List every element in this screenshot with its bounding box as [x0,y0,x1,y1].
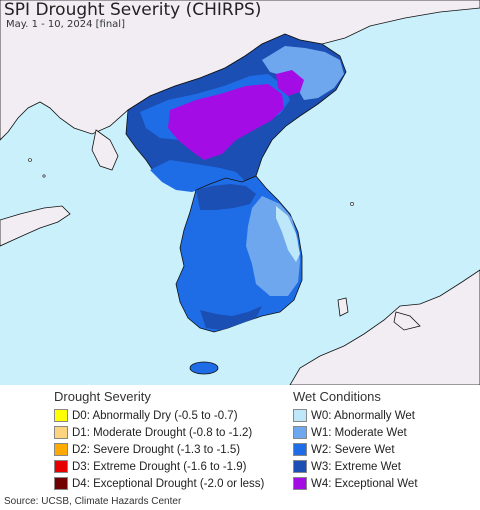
swatch-w4 [293,477,307,490]
legend-label-w2: W2: Severe Wet [311,443,395,456]
land-liaodong [91,129,119,171]
region-nk-exceptional [168,84,284,160]
map-canvas [0,0,480,386]
legend-wet: Wet Conditions W0: Abnormally Wet W1: Mo… [293,388,418,492]
swatch-w0 [293,409,307,422]
swatch-w3 [293,460,307,473]
legend: Drought Severity D0: Abnormally Dry (-0.… [0,388,480,492]
swatch-d0 [54,409,68,422]
legend-item-w0: W0: Abnormally Wet [293,407,418,424]
legend-item-w2: W2: Severe Wet [293,441,418,458]
region-sk-extreme [196,184,256,210]
island [28,158,32,162]
legend-label-d3: D3: Extreme Drought (-1.6 to -1.9) [72,460,247,473]
legend-label-w0: W0: Abnormally Wet [311,409,415,422]
region-nk-exceptional-east [276,70,304,96]
legend-label-d0: D0: Abnormally Dry (-0.5 to -0.7) [72,409,238,422]
swatch-w1 [293,426,307,439]
region-sk-abnormal [276,206,300,262]
region-jeju [189,361,219,375]
page-subtitle: May. 1 - 10, 2024 [final] [6,19,125,30]
swatch-d4 [54,477,68,490]
legend-item-w4: W4: Exceptional Wet [293,475,418,492]
legend-item-d4: D4: Exceptional Drought (-2.0 or less) [54,475,264,492]
legend-item-w3: W3: Extreme Wet [293,458,418,475]
legend-label-d2: D2: Severe Drought (-1.3 to -1.5) [72,443,241,456]
region-ne-moderate [262,46,344,100]
land-japan-west [393,311,421,331]
legend-item-d1: D1: Moderate Drought (-0.8 to -1.2) [54,424,264,441]
legend-label-w3: W3: Extreme Wet [311,460,401,473]
swatch-w2 [293,443,307,456]
legend-label-d1: D1: Moderate Drought (-0.8 to -1.2) [72,426,253,439]
land-tsushima [337,297,349,317]
source-credit: Source: UCSB, Climate Hazards Center [4,496,182,507]
island-ulleung [350,202,354,206]
swatch-d2 [54,443,68,456]
legend-wet-heading: Wet Conditions [293,389,381,404]
legend-label-d4: D4: Exceptional Drought (-2.0 or less) [72,477,265,490]
legend-item-d3: D3: Extreme Drought (-1.6 to -1.9) [54,458,264,475]
legend-drought: Drought Severity D0: Abnormally Dry (-0.… [54,388,264,492]
legend-item-d2: D2: Severe Drought (-1.3 to -1.5) [54,441,264,458]
page-title: SPI Drought Severity (CHIRPS) [4,0,262,20]
legend-item-d0: D0: Abnormally Dry (-0.5 to -0.7) [54,407,264,424]
land-shandong [0,205,71,247]
legend-item-w1: W1: Moderate Wet [293,424,418,441]
map [0,0,480,386]
legend-drought-heading: Drought Severity [54,389,151,404]
swatch-d3 [54,460,68,473]
region-sk-south-extreme [200,306,262,330]
legend-label-w4: W4: Exceptional Wet [311,477,418,490]
legend-label-w1: W1: Moderate Wet [311,426,407,439]
swatch-d1 [54,426,68,439]
island [42,174,46,178]
